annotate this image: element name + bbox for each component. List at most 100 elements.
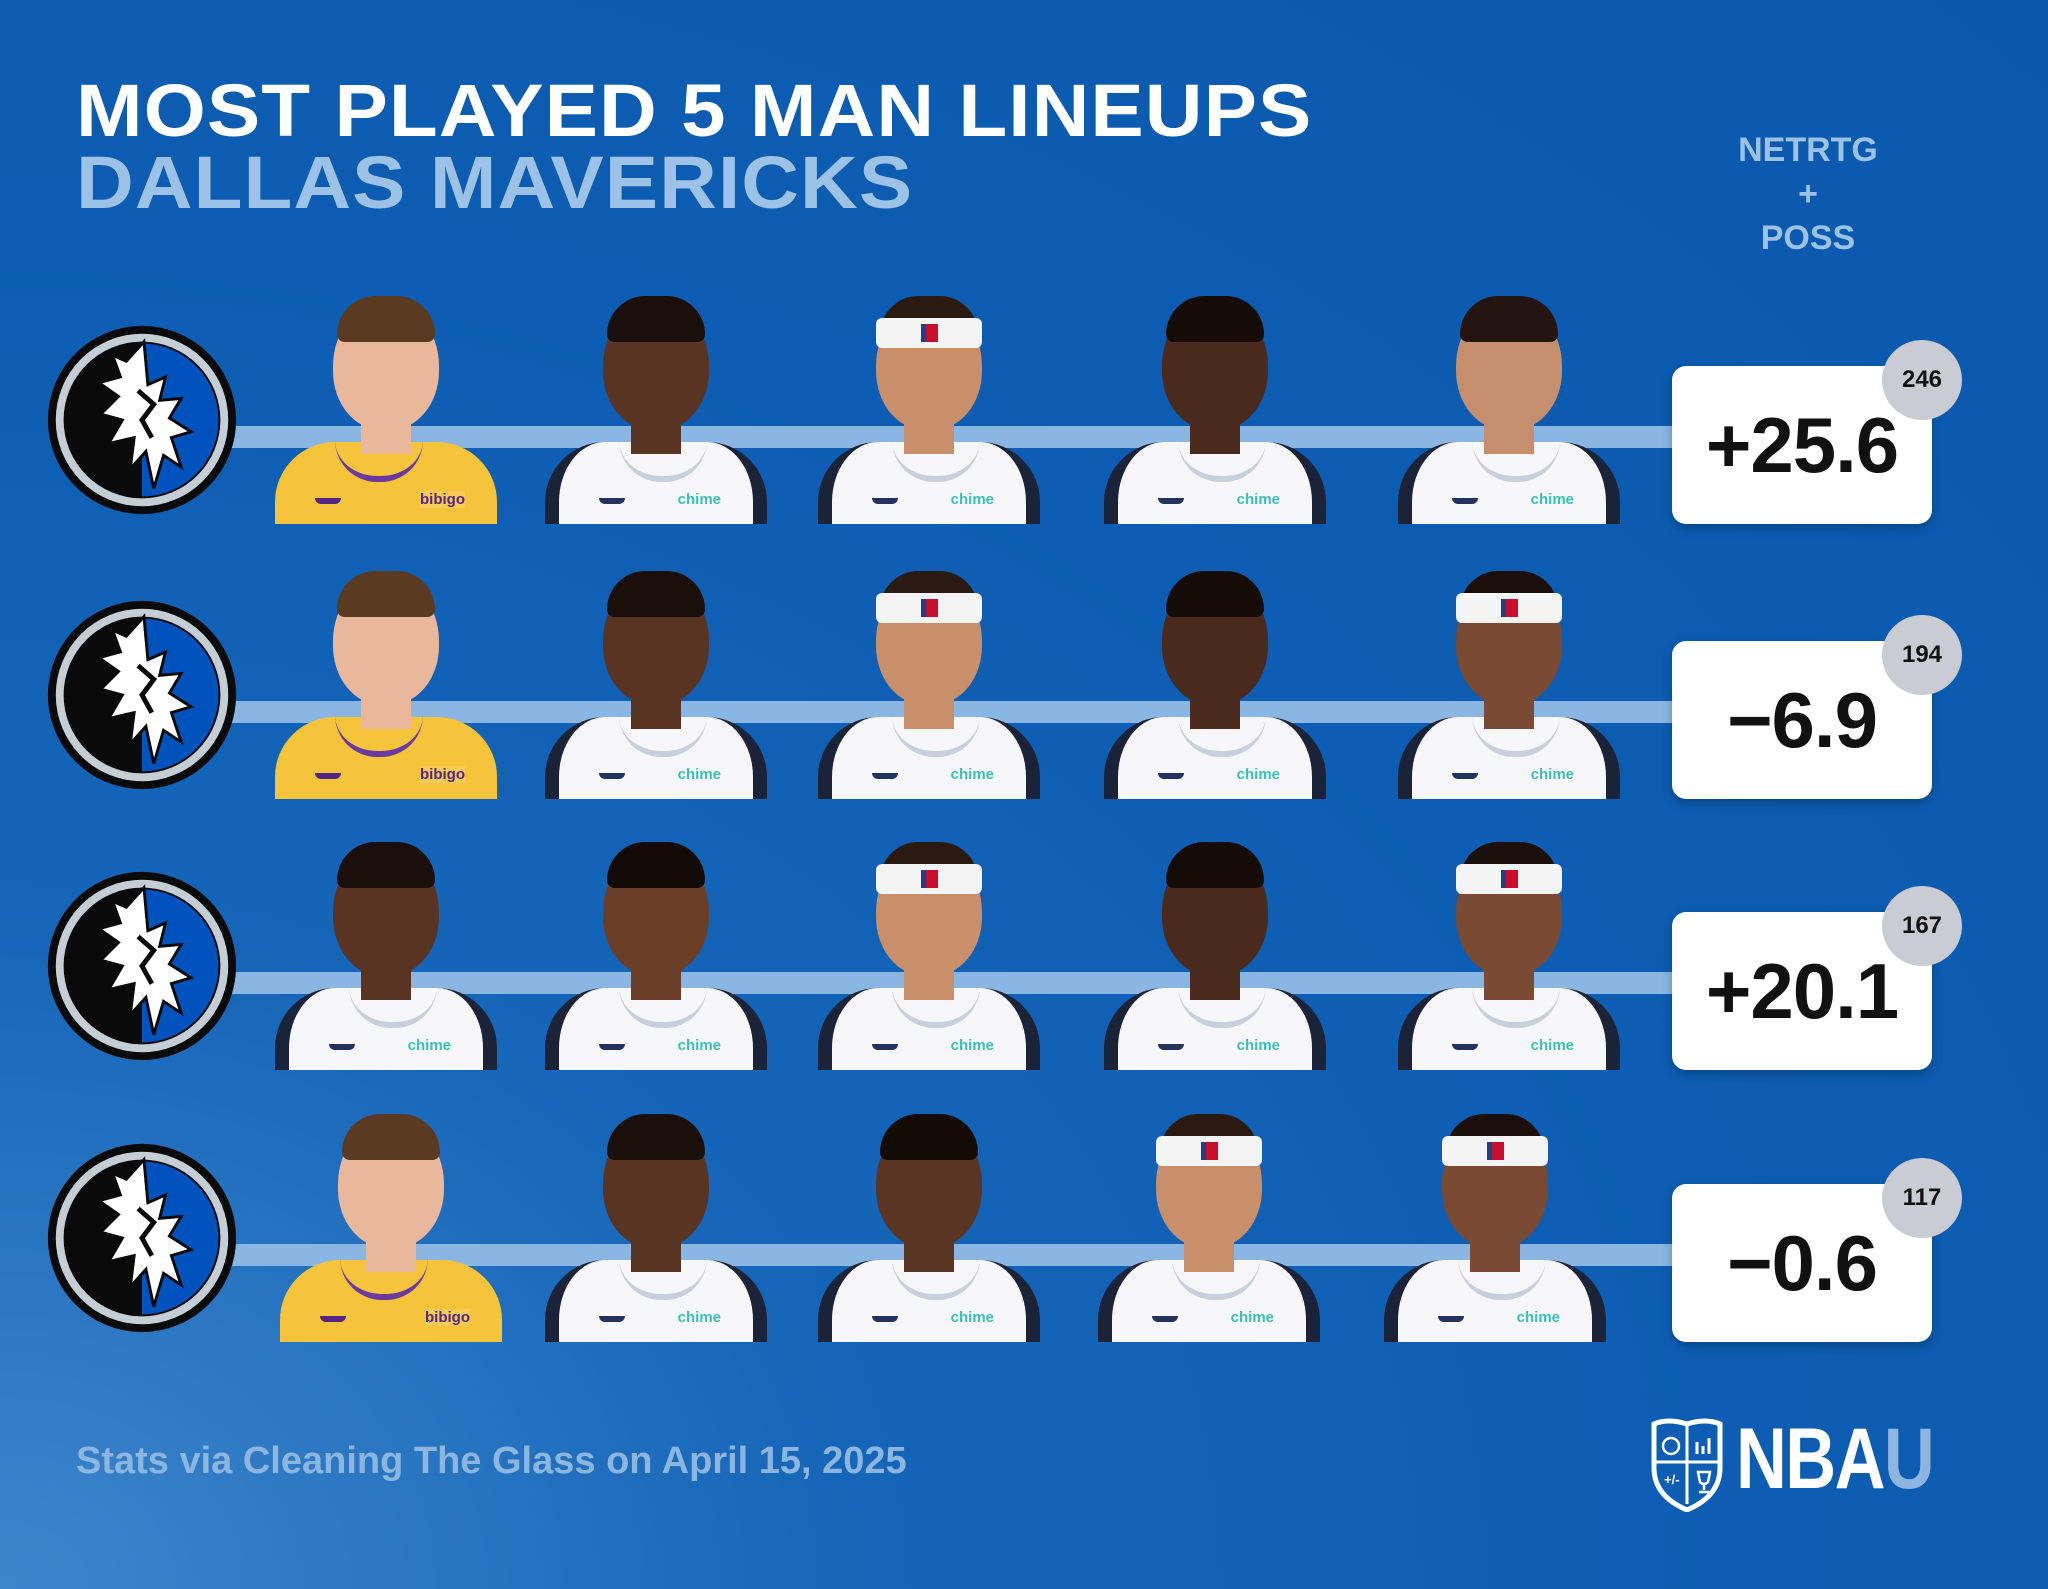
nike-swoosh-icon [315,498,341,504]
player-headshot: chime [1384,1110,1606,1342]
nike-swoosh-icon [1152,1316,1178,1322]
netrtg-value: +25.6 [1672,366,1932,524]
jersey-sponsor: chime [677,766,721,783]
jersey-sponsor: chime [1516,1309,1560,1326]
nike-swoosh-icon [599,1044,625,1050]
mavericks-jersey: chime [1398,442,1620,524]
mavericks-logo-icon [44,1140,240,1336]
jersey-sponsor: chime [1530,491,1574,508]
nike-swoosh-icon [320,1316,346,1322]
player-headshot: chime [1398,838,1620,1070]
nike-swoosh-icon [315,773,341,779]
lakers-jersey: bibigo [275,717,497,799]
lineup-row: chime chime chime chime chime +20.1 167 [0,838,2048,1078]
column-header: NETRTG + POSS [1718,128,1898,260]
player-headshot: chime [1104,567,1326,799]
headband [876,864,982,894]
nike-swoosh-icon [1452,1044,1478,1050]
mavericks-jersey: chime [1398,988,1620,1070]
player-headshot: chime [545,567,767,799]
mavericks-jersey: chime [1104,442,1326,524]
headband [1456,593,1562,623]
nike-swoosh-icon [872,1316,898,1322]
nike-swoosh-icon [1158,1044,1184,1050]
possessions-badge: 117 [1882,1158,1962,1238]
jersey-sponsor: chime [950,491,994,508]
mavericks-jersey: chime [818,442,1040,524]
headband [1442,1136,1548,1166]
mavericks-jersey: chime [275,988,497,1070]
mavericks-jersey: chime [545,442,767,524]
nike-swoosh-icon [1452,498,1478,504]
headband [1156,1136,1262,1166]
mavericks-jersey: chime [545,1260,767,1342]
nbau-wordmark-main: NBA [1736,1411,1886,1507]
jersey-sponsor: chime [950,1037,994,1054]
jersey-sponsor: chime [1530,1037,1574,1054]
nike-swoosh-icon [329,1044,355,1050]
jersey-sponsor: chime [407,1037,451,1054]
mavericks-jersey: chime [545,988,767,1070]
nike-swoosh-icon [1158,773,1184,779]
mavericks-jersey: chime [818,717,1040,799]
column-header-plus: + [1798,175,1818,213]
player-headshot: chime [545,838,767,1070]
lineup-row: bibigo chime chime chime chime −6.9 194 [0,567,2048,807]
nike-swoosh-icon [599,1316,625,1322]
mavericks-jersey: chime [545,717,767,799]
mavericks-jersey: chime [1384,1260,1606,1342]
netrtg-value: −0.6 [1672,1184,1932,1342]
player-headshot: chime [545,292,767,524]
mavericks-logo-icon [44,597,240,793]
jersey-sponsor: chime [1230,1309,1274,1326]
player-headshot: bibigo [275,567,497,799]
nike-swoosh-icon [872,1044,898,1050]
mavericks-logo-icon [44,868,240,1064]
jersey-sponsor: chime [1236,491,1280,508]
nike-swoosh-icon [872,498,898,504]
lineup-row: bibigo chime chime chime chime +25.6 246 [0,292,2048,532]
player-headshot: chime [545,1110,767,1342]
nike-swoosh-icon [599,773,625,779]
headband [876,318,982,348]
mavericks-jersey: chime [1104,988,1326,1070]
headband [876,593,982,623]
player-headshot: bibigo [275,292,497,524]
mavericks-logo-icon [44,322,240,518]
player-headshot: chime [275,838,497,1070]
nbau-wordmark-accent: U [1883,1411,1935,1507]
nike-swoosh-icon [872,773,898,779]
player-headshot: chime [1398,292,1620,524]
player-headshot: chime [1104,838,1326,1070]
jersey-sponsor: chime [677,1309,721,1326]
jersey-sponsor: chime [1530,766,1574,783]
mavericks-jersey: chime [1104,717,1326,799]
lakers-jersey: bibigo [280,1260,502,1342]
player-headshot: chime [818,838,1040,1070]
jersey-sponsor: chime [677,1037,721,1054]
player-headshot: chime [818,292,1040,524]
nike-swoosh-icon [1438,1316,1464,1322]
lakers-jersey: bibigo [275,442,497,524]
mavericks-jersey: chime [818,1260,1040,1342]
jersey-sponsor: bibigo [420,766,465,783]
jersey-sponsor: chime [677,491,721,508]
mavericks-jersey: chime [1098,1260,1320,1342]
player-headshot: bibigo [280,1110,502,1342]
possessions-badge: 194 [1882,615,1962,695]
jersey-sponsor: chime [950,766,994,783]
nbau-wordmark: NBAU [1736,1416,1935,1502]
player-headshot: chime [818,567,1040,799]
player-headshot: chime [1104,292,1326,524]
column-header-netrtg: NETRTG [1738,131,1878,169]
headband [1456,864,1562,894]
possessions-badge: 246 [1882,340,1962,420]
svg-text:+/-: +/- [1664,1472,1680,1487]
shield-icon: +/- [1651,1418,1723,1512]
mavericks-jersey: chime [1398,717,1620,799]
jersey-sponsor: bibigo [420,491,465,508]
column-header-poss: POSS [1760,219,1856,257]
lineup-row: bibigo chime chime chime chime −0.6 117 [0,1110,2048,1350]
jersey-sponsor: chime [1236,766,1280,783]
jersey-sponsor: chime [1236,1037,1280,1054]
